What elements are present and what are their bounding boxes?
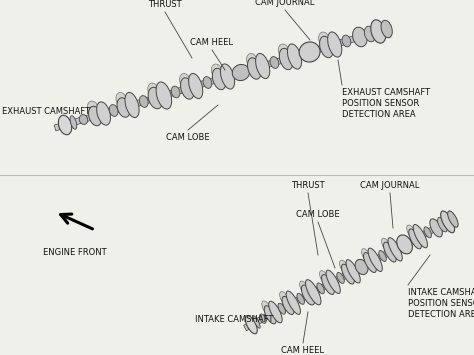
Ellipse shape [79,115,88,125]
Ellipse shape [171,86,180,98]
Ellipse shape [438,217,447,232]
Text: CAM JOURNAL: CAM JOURNAL [255,0,315,7]
Text: EXHAUST CAMSHAFT: EXHAUST CAMSHAFT [2,108,90,116]
Ellipse shape [247,58,261,79]
Text: CAM HEEL: CAM HEEL [282,346,325,355]
Ellipse shape [280,291,289,305]
Ellipse shape [424,227,431,238]
Text: ENGINE FRONT: ENGINE FRONT [43,248,107,257]
Ellipse shape [279,48,293,70]
Ellipse shape [371,20,386,43]
Text: THRUST: THRUST [291,181,325,190]
Ellipse shape [379,251,386,261]
Ellipse shape [262,301,271,315]
Text: CAM JOURNAL: CAM JOURNAL [360,181,419,190]
Ellipse shape [278,44,289,59]
Ellipse shape [116,93,127,107]
Ellipse shape [362,248,371,262]
Ellipse shape [97,102,110,125]
Text: INTAKE CAMSHAFT
POSITION SENSOR
DETECTION AREA: INTAKE CAMSHAFT POSITION SENSOR DETECTIO… [408,288,474,319]
Ellipse shape [58,115,72,135]
Ellipse shape [342,35,351,47]
Ellipse shape [270,57,279,69]
Ellipse shape [264,306,276,324]
Ellipse shape [383,242,396,262]
Ellipse shape [148,87,163,109]
Ellipse shape [319,271,329,284]
Text: THRUST: THRUST [148,0,182,9]
Ellipse shape [180,73,191,88]
Ellipse shape [211,64,222,79]
Ellipse shape [319,32,329,47]
Ellipse shape [365,26,375,42]
Ellipse shape [353,27,367,47]
Ellipse shape [246,316,257,334]
Ellipse shape [342,264,354,284]
Ellipse shape [255,53,270,78]
Ellipse shape [278,303,285,314]
Ellipse shape [321,275,334,295]
Text: EXHAUST CAMSHAFT
POSITION SENSOR
DETECTION AREA: EXHAUST CAMSHAFT POSITION SENSOR DETECTI… [342,88,430,119]
Ellipse shape [109,105,118,116]
Polygon shape [244,215,456,331]
Ellipse shape [326,270,340,294]
Ellipse shape [297,293,304,304]
Ellipse shape [299,42,320,62]
Ellipse shape [181,78,194,99]
Text: CAM LOBE: CAM LOBE [166,133,210,142]
Ellipse shape [203,77,212,88]
Ellipse shape [125,92,139,118]
Ellipse shape [328,32,342,57]
Polygon shape [54,25,391,131]
Ellipse shape [409,229,421,249]
Ellipse shape [337,273,344,283]
Text: CAM HEEL: CAM HEEL [191,38,234,47]
Ellipse shape [89,106,102,126]
Ellipse shape [382,238,391,252]
Ellipse shape [156,82,172,109]
Ellipse shape [364,253,376,273]
Text: CAM LOBE: CAM LOBE [296,210,340,219]
Ellipse shape [441,211,455,233]
Ellipse shape [301,285,315,305]
Ellipse shape [87,101,99,116]
Ellipse shape [139,95,148,107]
Ellipse shape [397,235,412,254]
Ellipse shape [286,291,301,315]
Ellipse shape [259,314,266,323]
Ellipse shape [319,36,333,58]
Ellipse shape [117,98,130,117]
Ellipse shape [253,316,260,328]
Ellipse shape [300,281,309,295]
Ellipse shape [317,283,324,294]
Ellipse shape [368,248,383,272]
Ellipse shape [381,20,392,38]
Ellipse shape [407,225,416,239]
Ellipse shape [388,237,402,261]
Ellipse shape [246,54,257,68]
Ellipse shape [447,211,458,227]
Ellipse shape [339,260,349,274]
Ellipse shape [355,260,368,274]
Ellipse shape [189,73,203,99]
Ellipse shape [232,65,250,81]
Ellipse shape [70,116,77,129]
Ellipse shape [220,64,235,89]
Ellipse shape [282,296,294,315]
Ellipse shape [148,83,159,98]
Ellipse shape [287,44,301,69]
Ellipse shape [413,224,428,248]
Ellipse shape [346,260,360,283]
Ellipse shape [306,280,321,305]
Ellipse shape [212,68,226,90]
Ellipse shape [269,301,282,323]
Ellipse shape [430,219,442,237]
Text: INTAKE CAMSHAFT: INTAKE CAMSHAFT [195,316,273,324]
